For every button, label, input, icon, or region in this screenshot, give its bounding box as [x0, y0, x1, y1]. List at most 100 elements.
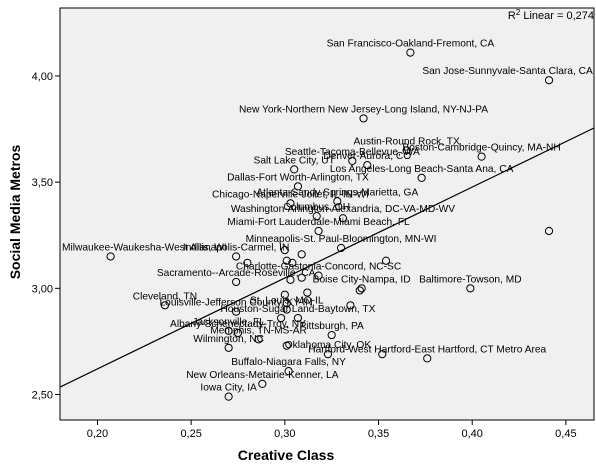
point-label: Oklahoma City, OK: [285, 340, 372, 351]
x-tick-label: 0,25: [180, 428, 201, 440]
data-point: [276, 313, 286, 323]
point-label: Wilmington, NC: [193, 334, 264, 345]
data-point: [466, 284, 475, 293]
data-point: [333, 197, 342, 206]
data-point: [280, 290, 289, 299]
point-label: Albany-Schenectady-Troy, NY: [170, 319, 306, 330]
data-point: [232, 252, 241, 261]
data-point: [290, 165, 299, 174]
plot-background: [60, 8, 594, 420]
point-label: Chicago-Naperville-Joilet, IL-IN-WI: [212, 189, 369, 200]
point-label: Milwaukee-Waukesha-West Allis, WI: [62, 242, 227, 253]
y-tick-label: 3,00: [32, 283, 53, 295]
data-point: [348, 156, 357, 166]
y-tick-label: 3,50: [32, 177, 53, 189]
data-point: [314, 226, 323, 236]
point-label: Charlotte-Gastonia-Concord, NC-SC: [236, 262, 401, 273]
data-point: [323, 350, 333, 359]
x-axis-title: Creative Class: [238, 447, 335, 463]
point-label: Pittsburgh, PA: [299, 321, 364, 332]
fit-line: [59, 127, 595, 388]
point-label: Iowa City, IA: [200, 383, 257, 394]
data-point: [288, 258, 297, 267]
data-point: [282, 256, 291, 265]
point-labels-layer: San Francisco-Oakland-Fremont, CA San Jos…: [62, 39, 593, 394]
data-point: [357, 284, 366, 293]
point-label: Baltimore-Towson, MD: [419, 274, 521, 285]
point-label: New York-Northern New Jersey-Long Island…: [239, 104, 488, 115]
data-point: [336, 243, 346, 253]
point-label: Houston-Sugar Land-Baytown, TX: [220, 304, 375, 315]
data-point: [338, 214, 348, 223]
point-label: St. Louis, MO-IL: [250, 296, 324, 307]
data-point: [544, 226, 554, 236]
point-label: Salt Lake City, UT: [254, 155, 335, 166]
data-point: [280, 246, 289, 255]
point-label: Minneapolis-St. Paul-Bloomington, MN-WI: [246, 234, 437, 245]
data-point: [363, 161, 372, 170]
x-axis-ticks: 0,20 0,25 0,30 0,35 0,40 0,45: [87, 420, 577, 440]
y-axis-ticks: 2,50 3,00 3,50 4,00: [32, 71, 60, 402]
r2-label: R2 Linear = 0,274: [508, 8, 594, 22]
data-point: [297, 250, 306, 259]
data-point: [544, 76, 554, 85]
data-point: [402, 146, 411, 155]
x-tick-label: 0,20: [87, 428, 108, 440]
data-point: [381, 256, 391, 265]
data-point: [160, 301, 170, 310]
data-point: [254, 335, 263, 344]
y-tick-label: 2,50: [32, 390, 53, 402]
data-point: [406, 48, 415, 57]
data-point: [303, 288, 312, 297]
point-label: Atlanta-Sandy Springs-Marietta, GA: [256, 187, 418, 198]
point-label: Jacksonville, FL: [192, 317, 265, 328]
data-point: [293, 313, 303, 323]
point-label: Sacramento--Arcade-Roseville, CA: [157, 268, 316, 279]
data-point: [258, 379, 267, 388]
point-label: Boise City-Nampa, ID: [313, 274, 411, 285]
x-tick-label: 0,45: [555, 428, 576, 440]
point-label: Austin-Round Rock, TX: [353, 136, 459, 147]
data-point: [232, 307, 241, 316]
data-point: [423, 354, 432, 363]
point-label: New Orleans-Metairie-Kenner, LA: [186, 370, 339, 381]
data-point: [417, 173, 426, 182]
data-point: [286, 199, 295, 208]
x-tick-label: 0,35: [368, 428, 389, 440]
data-point: [282, 299, 291, 308]
point-label: Columbus, OH: [283, 202, 350, 213]
data-point: [312, 212, 321, 221]
y-axis-title: Social Media Metros: [7, 144, 23, 279]
data-point: [327, 330, 336, 340]
x-tick-label: 0,40: [461, 428, 482, 440]
data-point: [314, 271, 323, 280]
point-label: San Jose-Sunnyvale-Santa Clara, CA: [422, 66, 593, 77]
data-point: [297, 273, 306, 282]
data-point: [346, 301, 355, 310]
point-label: Dallas-Fort Worth-Arlington, TX: [227, 172, 369, 183]
point-label: Hartford-West Hartford-East Hartford, CT…: [308, 344, 546, 355]
fit-line-layer: [59, 127, 595, 388]
plot-frame: [59, 7, 595, 421]
point-label: Cleveland, TN: [133, 291, 197, 302]
data-point: [232, 277, 241, 287]
x-tick-label: 0,30: [274, 428, 295, 440]
point-label: Los Angeles-Long Beach-Santa Ana, CA: [330, 164, 514, 175]
point-label: Seattle-Tacoma-Bellevue, WA: [285, 147, 420, 158]
point-label: Memphis, TN-MS-AR: [210, 325, 307, 336]
data-point: [355, 286, 364, 295]
data-point: [477, 152, 486, 161]
point-label: Denver-Aurora, CO: [323, 151, 411, 162]
point-label: Buffalo-Niagara Falls, NY: [231, 357, 346, 368]
data-point: [282, 305, 291, 314]
data-point: [286, 275, 295, 284]
data-point: [378, 350, 387, 359]
data-point: [224, 392, 233, 401]
data-point: [284, 367, 293, 376]
point-label: Louisville-Jefferson County, KY-IN: [159, 298, 312, 309]
y-tick-label: 4,00: [32, 71, 53, 83]
data-point: [359, 114, 368, 123]
data-point: [243, 258, 252, 267]
data-point: [224, 343, 233, 352]
